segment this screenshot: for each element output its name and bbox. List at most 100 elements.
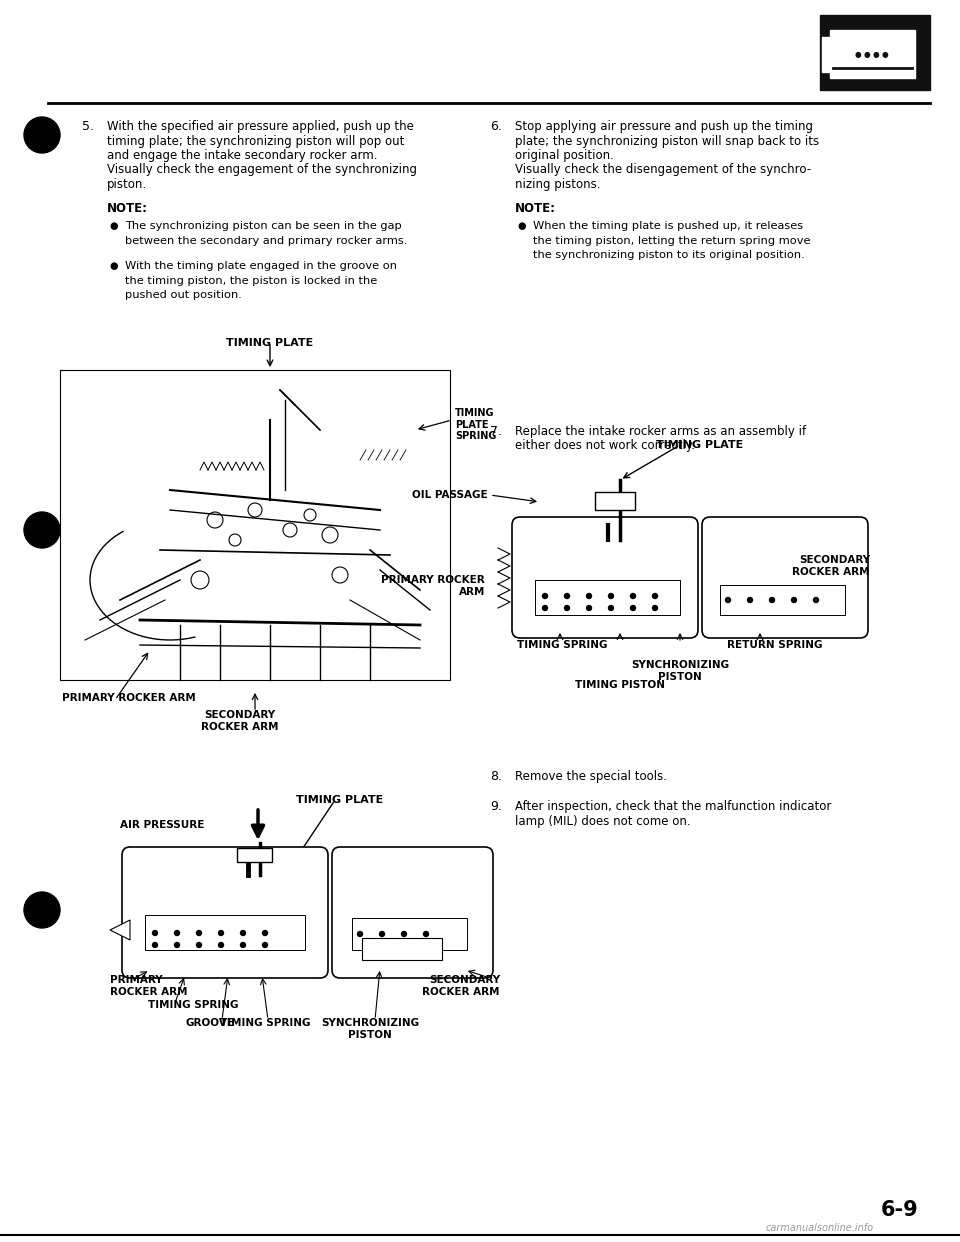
- Circle shape: [241, 943, 246, 948]
- Circle shape: [262, 930, 268, 935]
- Text: PRIMARY ROCKER ARM: PRIMARY ROCKER ARM: [62, 693, 196, 703]
- Bar: [237, 848, 272, 862]
- Circle shape: [726, 597, 731, 602]
- Circle shape: [631, 594, 636, 599]
- Text: piston.: piston.: [107, 178, 147, 191]
- FancyBboxPatch shape: [122, 847, 328, 977]
- FancyBboxPatch shape: [332, 847, 493, 977]
- Circle shape: [175, 930, 180, 935]
- Text: PRIMARY ROCKER
ARM: PRIMARY ROCKER ARM: [381, 575, 485, 596]
- Text: lamp (MIL) does not come on.: lamp (MIL) does not come on.: [515, 815, 690, 827]
- Circle shape: [357, 932, 363, 936]
- Text: GROOVE: GROOVE: [185, 1018, 234, 1028]
- Text: AIR PRESSURE: AIR PRESSURE: [120, 820, 204, 830]
- Circle shape: [219, 943, 224, 948]
- Text: SECONDARY
ROCKER ARM: SECONDARY ROCKER ARM: [422, 975, 500, 996]
- Bar: [820, 15, 930, 89]
- Circle shape: [24, 117, 60, 153]
- Circle shape: [379, 932, 385, 936]
- Circle shape: [153, 930, 157, 935]
- Text: TIMING PLATE: TIMING PLATE: [227, 338, 314, 348]
- Circle shape: [587, 594, 591, 599]
- Text: SECONDARY
ROCKER ARM: SECONDARY ROCKER ARM: [793, 555, 870, 576]
- Bar: [362, 938, 442, 960]
- Circle shape: [24, 892, 60, 928]
- Text: After inspection, check that the malfunction indicator: After inspection, check that the malfunc…: [515, 800, 831, 814]
- FancyBboxPatch shape: [702, 517, 868, 638]
- Polygon shape: [110, 920, 130, 940]
- Bar: [595, 492, 635, 510]
- Text: between the secondary and primary rocker arms.: between the secondary and primary rocker…: [125, 236, 407, 246]
- Text: 6.: 6.: [490, 120, 502, 133]
- Circle shape: [770, 597, 775, 602]
- Text: When the timing plate is pushed up, it releases: When the timing plate is pushed up, it r…: [533, 221, 804, 231]
- Circle shape: [423, 932, 428, 936]
- Text: TIMING PLATE: TIMING PLATE: [657, 440, 744, 450]
- Text: and engage the intake secondary rocker arm.: and engage the intake secondary rocker a…: [107, 149, 377, 161]
- Text: SECONDARY
ROCKER ARM: SECONDARY ROCKER ARM: [202, 710, 278, 732]
- Text: Stop applying air pressure and push up the timing: Stop applying air pressure and push up t…: [515, 120, 813, 133]
- Text: PRIMARY
ROCKER ARM: PRIMARY ROCKER ARM: [110, 975, 187, 996]
- Bar: [145, 915, 305, 950]
- Circle shape: [631, 606, 636, 611]
- Text: timing plate; the synchronizing piston will pop out: timing plate; the synchronizing piston w…: [107, 134, 404, 148]
- Text: 5.: 5.: [82, 120, 94, 133]
- Circle shape: [153, 943, 157, 948]
- Circle shape: [241, 930, 246, 935]
- Circle shape: [401, 932, 406, 936]
- Text: either does not work correctly.: either does not work correctly.: [515, 440, 695, 452]
- Text: pushed out position.: pushed out position.: [125, 291, 242, 301]
- Circle shape: [609, 606, 613, 611]
- Text: TIMING SPRING: TIMING SPRING: [220, 1018, 310, 1028]
- Bar: [60, 370, 450, 681]
- Text: OIL PASSAGE: OIL PASSAGE: [413, 491, 488, 501]
- Text: Visually check the disengagement of the synchro-: Visually check the disengagement of the …: [515, 164, 811, 176]
- Bar: [720, 585, 845, 615]
- Circle shape: [175, 943, 180, 948]
- Bar: [535, 580, 680, 615]
- Text: carmanualsonline.info: carmanualsonline.info: [766, 1223, 874, 1233]
- Circle shape: [542, 606, 547, 611]
- Text: SYNCHRONIZING
PISTON: SYNCHRONIZING PISTON: [631, 660, 729, 682]
- FancyBboxPatch shape: [830, 30, 915, 78]
- Text: TIMING PISTON: TIMING PISTON: [575, 681, 665, 691]
- Circle shape: [197, 930, 202, 935]
- FancyBboxPatch shape: [512, 517, 698, 638]
- Circle shape: [197, 943, 202, 948]
- Text: Visually check the engagement of the synchronizing: Visually check the engagement of the syn…: [107, 164, 417, 176]
- Circle shape: [219, 930, 224, 935]
- Text: RETURN SPRING: RETURN SPRING: [728, 640, 823, 650]
- Text: TIMING SPRING: TIMING SPRING: [148, 1000, 238, 1010]
- Text: 9.: 9.: [490, 800, 502, 814]
- Circle shape: [587, 606, 591, 611]
- Text: ●: ●: [517, 221, 525, 231]
- Text: ● ● ● ●: ● ● ● ●: [855, 51, 889, 60]
- Circle shape: [653, 594, 658, 599]
- Text: TIMING SPRING: TIMING SPRING: [516, 640, 608, 650]
- Circle shape: [748, 597, 753, 602]
- Text: TIMING
PLATE
SPRING: TIMING PLATE SPRING: [455, 409, 496, 441]
- Text: plate; the synchronizing piston will snap back to its: plate; the synchronizing piston will sna…: [515, 134, 819, 148]
- Bar: [352, 918, 467, 950]
- Text: original position.: original position.: [515, 149, 613, 161]
- Text: With the specified air pressure applied, push up the: With the specified air pressure applied,…: [107, 120, 414, 133]
- Text: With the timing plate engaged in the groove on: With the timing plate engaged in the gro…: [125, 261, 397, 271]
- Circle shape: [542, 594, 547, 599]
- Circle shape: [609, 594, 613, 599]
- Text: TIMING PLATE: TIMING PLATE: [297, 795, 384, 805]
- Text: ●: ●: [109, 221, 117, 231]
- Text: ●: ●: [109, 261, 117, 271]
- Circle shape: [262, 943, 268, 948]
- Text: 7.: 7.: [490, 425, 502, 438]
- Text: 8.: 8.: [490, 770, 502, 782]
- Circle shape: [813, 597, 819, 602]
- Text: the timing piston, letting the return spring move: the timing piston, letting the return sp…: [533, 236, 810, 246]
- Text: NOTE:: NOTE:: [515, 202, 556, 216]
- Text: SYNCHRONIZING
PISTON: SYNCHRONIZING PISTON: [321, 1018, 420, 1040]
- Circle shape: [24, 512, 60, 548]
- Text: Replace the intake rocker arms as an assembly if: Replace the intake rocker arms as an ass…: [515, 425, 806, 438]
- Circle shape: [564, 606, 569, 611]
- Text: Remove the special tools.: Remove the special tools.: [515, 770, 667, 782]
- Text: NOTE:: NOTE:: [107, 202, 148, 216]
- Circle shape: [791, 597, 797, 602]
